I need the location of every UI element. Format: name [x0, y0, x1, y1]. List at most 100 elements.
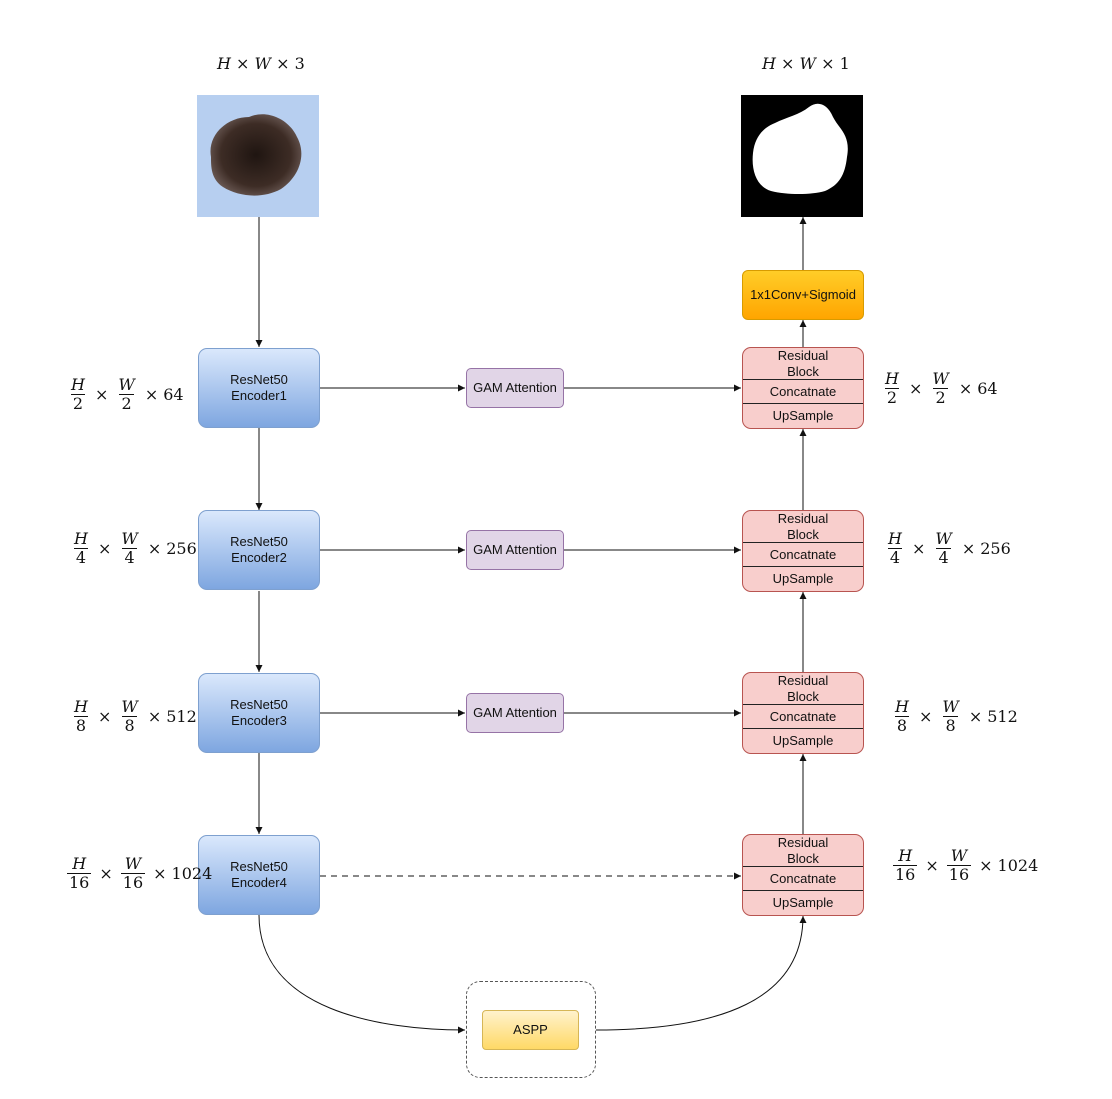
height-fraction: H 16 — [893, 847, 918, 884]
decoder4-block[interactable]: Residual Block Concatnate UpSample — [742, 834, 864, 916]
times-sign: × — [97, 707, 112, 726]
gam-attention-2[interactable]: GAM Attention — [466, 530, 564, 570]
concatenate-cell: Concatnate — [743, 867, 863, 891]
times-sign: × — [97, 539, 112, 558]
concatenate-label: Concatnate — [769, 383, 837, 399]
times-sign: × — [918, 707, 933, 726]
gam-attention-1[interactable]: GAM Attention — [466, 368, 564, 408]
input-dimension-label: H × W × 3 — [217, 54, 305, 73]
decoder2-block[interactable]: Residual Block Concatnate UpSample — [742, 510, 864, 592]
times-sign: × — [276, 54, 290, 73]
fraction-numerator: H — [895, 697, 909, 716]
fraction-numerator: W — [121, 697, 138, 716]
channel-count: 1024 — [171, 864, 213, 883]
channel-count: 512 — [987, 707, 1018, 726]
channel-count: 256 — [980, 539, 1011, 558]
curve-aspp-to-decoder4 — [595, 915, 807, 1031]
input-dim-w: W — [254, 54, 271, 73]
times-sign: × — [99, 864, 113, 883]
encoder-label-line2: Encoder4 — [231, 875, 287, 890]
encoder-label-line2: Encoder1 — [231, 388, 287, 403]
encoder3-block[interactable]: ResNet50 Encoder3 — [198, 673, 320, 753]
upsample-label: UpSample — [772, 408, 834, 423]
fraction-denominator: 2 — [70, 394, 86, 413]
encoder-label-line1: ResNet50 — [230, 697, 288, 712]
encoder-label-line1: ResNet50 — [230, 372, 288, 387]
fraction-denominator: 16 — [893, 865, 918, 884]
fraction-denominator: 2 — [933, 388, 948, 407]
times-sign: × — [94, 385, 109, 404]
block-label: Block — [787, 688, 819, 704]
output-dim-c: 1 — [839, 54, 850, 73]
residual-block-cell: Residual Block — [743, 511, 863, 543]
output-dimension-label: H × W × 1 — [762, 54, 850, 73]
fraction-numerator: W — [121, 529, 138, 548]
channel-count: 64 — [977, 379, 998, 398]
fraction-numerator: W — [935, 529, 952, 548]
encoder4-block[interactable]: ResNet50 Encoder4 — [198, 835, 320, 915]
upsample-label: UpSample — [772, 571, 834, 586]
fraction-numerator: W — [124, 854, 142, 873]
conv-sigmoid-block[interactable]: 1x1Conv+Sigmoid — [742, 270, 864, 320]
lesion-graphic — [210, 114, 302, 196]
width-fraction: W 16 — [120, 854, 146, 892]
concatenate-cell: Concatnate — [743, 705, 863, 729]
encoder4-dimension-label: H 16 × W 16 × 1024 — [64, 855, 212, 892]
fraction-numerator: W — [950, 846, 968, 865]
decoder4-dimension-label: H 16 × W 16 × 1024 — [890, 847, 1038, 884]
fraction-denominator: 8 — [943, 716, 958, 735]
curve-encoder4-to-aspp — [258, 914, 466, 1034]
times-sign: × — [236, 54, 250, 73]
times-sign: × — [908, 379, 923, 398]
times-sign: × — [979, 856, 993, 875]
channel-count: 256 — [166, 539, 197, 558]
upsample-cell: UpSample — [743, 729, 863, 753]
encoder1-block[interactable]: ResNet50 Encoder1 — [198, 348, 320, 428]
fraction-numerator: H — [74, 697, 88, 716]
fraction-denominator: 4 — [936, 548, 951, 567]
fraction-numerator: H — [72, 854, 87, 873]
encoder2-block[interactable]: ResNet50 Encoder2 — [198, 510, 320, 590]
fraction-numerator: H — [71, 375, 85, 394]
residual-label: Residual — [777, 672, 829, 688]
concatenate-label: Concatnate — [769, 708, 837, 724]
fraction-denominator: 16 — [120, 873, 146, 892]
times-sign: × — [911, 539, 926, 558]
times-sign: × — [961, 539, 976, 558]
conv-sigmoid-label: 1x1Conv+Sigmoid — [750, 287, 856, 302]
encoder-label-line1: ResNet50 — [230, 534, 288, 549]
aspp-block[interactable]: ASPP — [482, 1010, 579, 1050]
upsample-label: UpSample — [772, 895, 834, 910]
fraction-numerator: W — [942, 697, 959, 716]
decoder3-block[interactable]: Residual Block Concatnate UpSample — [742, 672, 864, 754]
fraction-denominator: 2 — [884, 388, 900, 407]
decoder1-block[interactable]: Residual Block Concatnate UpSample — [742, 347, 864, 429]
aspp-label: ASPP — [513, 1022, 548, 1037]
gam-label: GAM Attention — [473, 542, 557, 557]
fraction-denominator: 4 — [887, 548, 903, 567]
width-fraction: W 16 — [946, 846, 972, 884]
fraction-denominator: 16 — [946, 865, 972, 884]
residual-label: Residual — [777, 347, 829, 363]
height-fraction: H 16 — [67, 854, 92, 892]
block-label: Block — [787, 526, 819, 542]
times-sign: × — [153, 864, 167, 883]
gam-attention-3[interactable]: GAM Attention — [466, 693, 564, 733]
fraction-denominator: 4 — [73, 548, 89, 567]
fraction-numerator: H — [885, 369, 899, 388]
encoder-label-line2: Encoder3 — [231, 713, 287, 728]
aspp-group-container — [466, 981, 596, 1078]
fraction-denominator: 2 — [119, 394, 134, 413]
residual-block-cell: Residual Block — [743, 348, 863, 380]
